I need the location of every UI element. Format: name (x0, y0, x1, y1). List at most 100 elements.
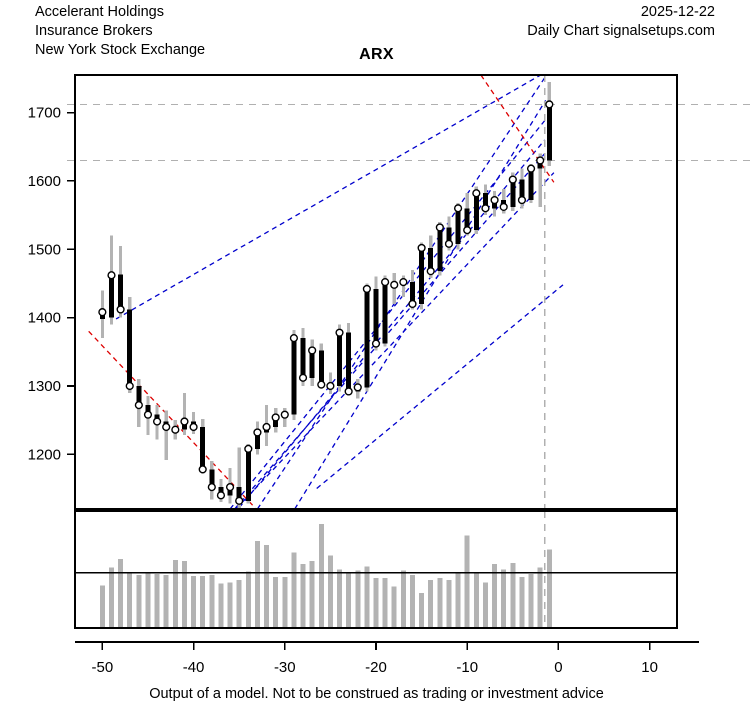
volume-bar (482, 582, 488, 628)
candlestick (198, 418, 207, 474)
close-marker (317, 380, 326, 389)
trend-line-support-3 (294, 99, 547, 510)
volume-bar (337, 569, 343, 628)
level-lines-group (67, 103, 753, 162)
candlestick (344, 323, 353, 396)
candlestick (545, 81, 554, 166)
header-chart-info: Daily Chart signalsetups.com (527, 23, 715, 39)
candle-body (528, 168, 534, 201)
candlestick (435, 221, 444, 276)
candlestick (417, 242, 426, 310)
volume-bar (245, 571, 251, 628)
close-marker (207, 483, 216, 492)
close-marker (235, 496, 244, 505)
close-marker (116, 305, 125, 314)
y-tick-label: 1200 (28, 446, 61, 463)
candlestick (189, 411, 198, 434)
close-marker (517, 195, 527, 205)
close-marker (244, 444, 253, 453)
close-marker (308, 346, 317, 355)
volume-bar (510, 563, 516, 628)
candlestick (143, 396, 153, 436)
volume-bar (382, 578, 388, 628)
candle-body (482, 193, 488, 209)
candle-body (492, 200, 498, 209)
volume-bar (282, 576, 288, 628)
candlestick (490, 191, 499, 217)
volume-bar (318, 523, 324, 628)
volume-bar (373, 578, 379, 628)
trend-line-support-upper-1 (115, 74, 541, 320)
candle-body (437, 227, 443, 272)
close-marker (536, 156, 545, 165)
candle-body (364, 288, 370, 388)
candle-body (419, 247, 425, 304)
volume-bar (300, 564, 306, 628)
x-tick-label: -40 (183, 659, 205, 676)
volume-bar (446, 580, 452, 628)
volume-bar (254, 540, 260, 628)
candle-body (346, 332, 352, 392)
candle-body (409, 282, 415, 304)
trend-lines-group (88, 74, 564, 510)
volume-bar (409, 574, 415, 628)
close-marker (481, 204, 490, 213)
candlestick (171, 420, 180, 440)
trend-line-resistance-1 (88, 330, 257, 510)
y-tick-label: 1600 (28, 173, 61, 190)
y-tick-label: 1400 (28, 310, 61, 327)
candle-body (546, 104, 552, 161)
volume-bar (519, 576, 525, 628)
close-marker (390, 280, 399, 289)
close-marker (444, 239, 454, 248)
close-marker (435, 223, 444, 232)
candlestick (371, 276, 381, 351)
volume-bar (437, 578, 443, 628)
candle-body (273, 417, 279, 427)
close-marker (381, 277, 390, 287)
close-marker (526, 164, 536, 173)
candlestick (180, 392, 189, 436)
close-marker (490, 195, 499, 205)
candlestick (526, 163, 536, 203)
candlestick (298, 327, 308, 386)
x-tick-label: -50 (92, 659, 114, 676)
x-tick-label: -20 (365, 659, 387, 676)
candle-body (300, 338, 306, 378)
candlestick (353, 379, 362, 399)
candle-body (464, 208, 470, 231)
volume-bar (227, 582, 233, 628)
close-marker (362, 284, 371, 294)
close-marker (499, 202, 508, 212)
candlestick (262, 405, 271, 447)
candlestick (134, 379, 143, 427)
volume-bar (492, 564, 498, 628)
candlestick (116, 245, 125, 318)
candle-body (337, 332, 343, 386)
candlestick (381, 275, 390, 347)
volume-bar (391, 586, 397, 628)
close-marker (335, 328, 344, 337)
trend-line-resistance-2 (480, 74, 555, 183)
candle-body (200, 426, 206, 470)
close-marker (545, 100, 554, 109)
candlestick (216, 478, 226, 503)
candlestick (98, 290, 107, 339)
disclaimer-footnote: Output of a model. Not to be construed a… (149, 686, 604, 702)
close-marker (508, 175, 517, 184)
close-marker (280, 410, 289, 419)
volume-bar (501, 569, 507, 628)
volume-bar (172, 559, 178, 628)
candlestick (253, 421, 262, 455)
trend-line-support-6 (234, 153, 546, 510)
close-marker (134, 401, 143, 410)
tick-labels-group: 1200 1300 1400 1500 1600 1700 -50 -40 -30 -20 -10 0… (28, 105, 658, 676)
close-marker (326, 381, 335, 391)
candle-body (309, 350, 315, 378)
candlestick (289, 329, 299, 421)
volume-bar (209, 574, 215, 628)
candlestick (107, 235, 116, 325)
trend-line-support-lower (316, 284, 564, 489)
